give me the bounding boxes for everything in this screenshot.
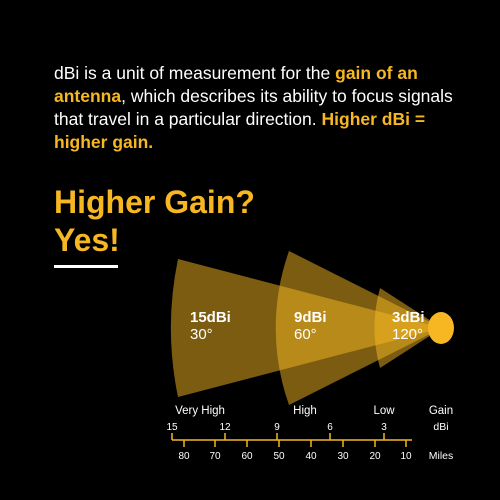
dbi-tick-label-6: 6 (327, 422, 333, 433)
intro-paragraph: dBi is a unit of measurement for the gai… (54, 62, 454, 154)
miles-tick-label-60: 60 (241, 451, 253, 462)
headline-underline (54, 265, 118, 268)
dbi-tick-label-12: 12 (219, 422, 231, 433)
beam-patterns (170, 251, 454, 405)
miles-scale: 80 70 60 50 40 30 20 10 Miles (178, 440, 454, 462)
dbi-unit-label: dBi (433, 421, 448, 433)
miles-tick-label-80: 80 (178, 451, 190, 462)
beam-15dbi-gain-label: 15dBi (190, 309, 231, 326)
miles-tick-label-20: 20 (369, 451, 381, 462)
intro-highlight-gain: gain of an antenna (54, 63, 418, 106)
dbi-scale: 15 12 9 6 3 dBi (166, 421, 449, 441)
miles-tick-label-40: 40 (305, 451, 317, 462)
intro-text-1: dBi is a unit of measurement for the (54, 63, 336, 83)
headline-line-2: Yes! (54, 222, 120, 258)
beam-15dbi-angle-label: 30° (190, 326, 213, 343)
intro-highlight-summary: Higher dBi = higher gain. (54, 109, 426, 152)
miles-tick-label-10: 10 (400, 451, 412, 462)
dbi-tick-label-3: 3 (381, 422, 387, 433)
miles-unit-label: Miles (429, 450, 454, 462)
miles-tick-label-50: 50 (273, 451, 285, 462)
beam-9dbi-angle-label: 60° (294, 326, 317, 343)
gain-title: Gain (429, 405, 453, 417)
category-high: High (293, 405, 317, 417)
category-low: Low (373, 405, 395, 417)
miles-tick-label-30: 30 (337, 451, 349, 462)
headline-line-1: Higher Gain? (54, 184, 255, 220)
beam-labels: 15dBi 30° 9dBi 60° 3dBi 120° (190, 309, 425, 343)
beam-3dbi (374, 288, 442, 368)
beam-9dbi-gain-label: 9dBi (294, 309, 327, 326)
intro-text-2: , which describes its ability to focus s… (54, 86, 453, 129)
dbi-tick-label-9: 9 (274, 422, 280, 433)
miles-tick-label-70: 70 (209, 451, 221, 462)
beam-3dbi-gain-label: 3dBi (392, 309, 425, 326)
antenna-source (428, 312, 454, 344)
beam-3dbi-angle-label: 120° (392, 326, 423, 343)
headline: Higher Gain? Yes! (54, 183, 255, 259)
dbi-tick-label-15: 15 (166, 422, 178, 433)
beam-9dbi (275, 251, 442, 405)
category-very-high: Very High (175, 405, 225, 417)
scale-category-labels: Very High High Low Gain (175, 405, 453, 417)
